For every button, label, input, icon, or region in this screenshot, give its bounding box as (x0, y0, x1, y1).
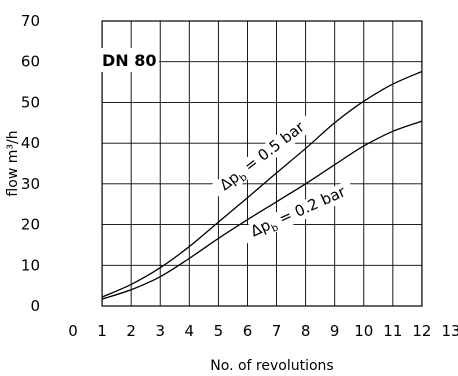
x-tick-label-4: 4 (185, 322, 195, 340)
x-tick-label-11: 11 (383, 322, 402, 340)
x-tick-label-1: 1 (97, 322, 107, 340)
y-tick-label-0: 0 (30, 297, 40, 315)
y-tick-label-20: 20 (21, 216, 40, 234)
x-tick-label-0: 0 (68, 322, 78, 340)
series-label-background-0 (210, 113, 315, 200)
y-tick-label-70: 70 (21, 12, 40, 30)
y-tick-label-40: 40 (21, 134, 40, 152)
x-tick-label-10: 10 (354, 322, 373, 340)
x-axis-label: No. of revolutions (210, 358, 333, 374)
chart-title-group: DN 80 (97, 48, 159, 72)
x-tick-label-6: 6 (243, 322, 253, 340)
y-tick-label-50: 50 (21, 93, 40, 111)
series-line-1 (101, 120, 423, 300)
x-tick-label-5: 5 (214, 322, 224, 340)
x-tick-label-12: 12 (412, 322, 431, 340)
y-axis-label: flow m³/h (5, 130, 21, 196)
x-tick-label-7: 7 (272, 322, 282, 340)
x-tick-label-9: 9 (330, 322, 340, 340)
y-tick-label-30: 30 (21, 175, 40, 193)
chart-title-background (97, 48, 159, 72)
series-label-background-1 (240, 180, 356, 245)
curves (101, 70, 423, 300)
y-tick-label-10: 10 (21, 256, 40, 274)
x-tick-label-3: 3 (155, 322, 165, 340)
chart-title: DN 80 (102, 51, 157, 70)
plot-frame (101, 20, 423, 307)
series-line-0 (101, 70, 423, 298)
series-label-0: Δpb = 0.5 bar (210, 113, 315, 200)
x-tick-label-2: 2 (126, 322, 136, 340)
y-tick-label-60: 60 (21, 53, 40, 71)
x-tick-label-8: 8 (301, 322, 311, 340)
x-tick-label-13: 13 (441, 322, 458, 340)
